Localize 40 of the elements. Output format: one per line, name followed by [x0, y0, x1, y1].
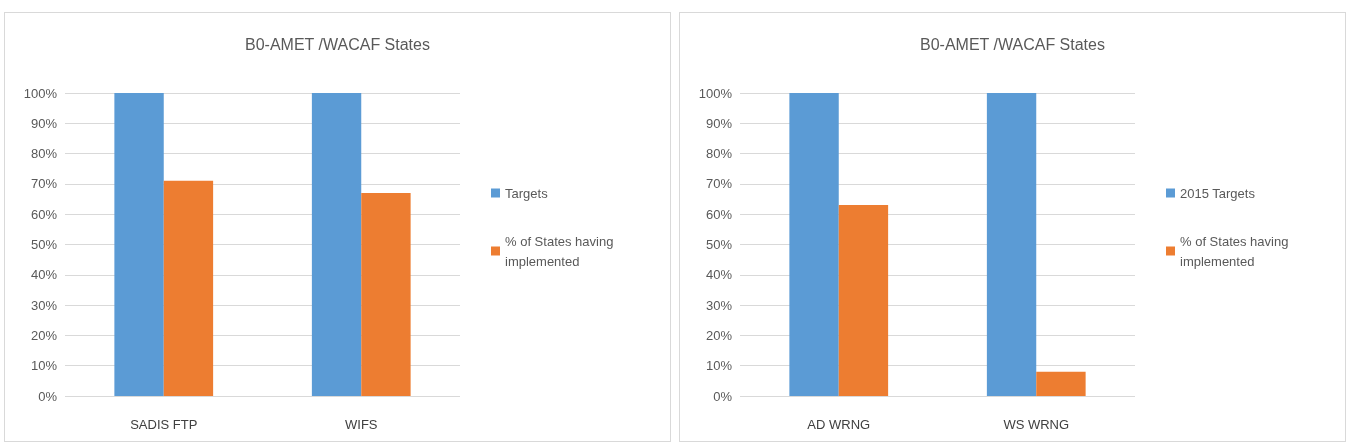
- bar: [361, 192, 411, 396]
- bar: [163, 180, 214, 396]
- x-tick-label: WS WRNG: [1003, 417, 1070, 432]
- y-tick-label: 30%: [705, 297, 733, 313]
- y-tick-label: 80%: [30, 146, 58, 162]
- y-tick-label: 80%: [705, 146, 733, 162]
- chart-title: B0-AMET /WACAF States: [245, 35, 430, 53]
- chart-title: B0-AMET /WACAF States: [920, 35, 1105, 53]
- bar: [986, 93, 1037, 396]
- y-tick-label: 90%: [30, 115, 58, 131]
- legend-label: % of States having implemented: [505, 233, 618, 269]
- y-tick-label: 0%: [38, 388, 58, 404]
- y-tick-label: 60%: [705, 206, 733, 222]
- y-tick-label: 30%: [30, 297, 58, 313]
- bar: [838, 205, 889, 396]
- y-tick-label: 40%: [30, 267, 58, 283]
- y-tick-label: 70%: [705, 176, 733, 192]
- legend-label: % of States having implemented: [1180, 233, 1293, 269]
- x-tick-label: AD WRNG: [807, 417, 871, 432]
- x-tick-label: SADIS FTP: [130, 417, 198, 432]
- y-tick-label: 70%: [30, 176, 58, 192]
- y-tick-label: 10%: [705, 358, 733, 374]
- legend-label: Targets: [505, 185, 549, 201]
- bar: [114, 93, 164, 396]
- y-tick-label: 50%: [30, 237, 58, 252]
- y-tick-label: 0%: [713, 388, 733, 404]
- x-tick-label: WIFS: [345, 417, 378, 432]
- y-tick-label: 10%: [30, 358, 58, 374]
- bar: [789, 93, 839, 396]
- legend-label: 2015 Targets: [1180, 185, 1256, 201]
- bar: [1036, 371, 1086, 396]
- bar: [311, 93, 362, 396]
- y-tick-label: 20%: [705, 327, 733, 343]
- y-tick-label: 100%: [698, 85, 733, 101]
- y-tick-label: 90%: [705, 115, 733, 131]
- y-tick-label: 40%: [705, 267, 733, 283]
- y-tick-label: 60%: [30, 206, 58, 222]
- y-tick-label: 100%: [23, 85, 58, 101]
- y-tick-label: 50%: [705, 237, 733, 252]
- y-tick-label: 20%: [30, 327, 58, 343]
